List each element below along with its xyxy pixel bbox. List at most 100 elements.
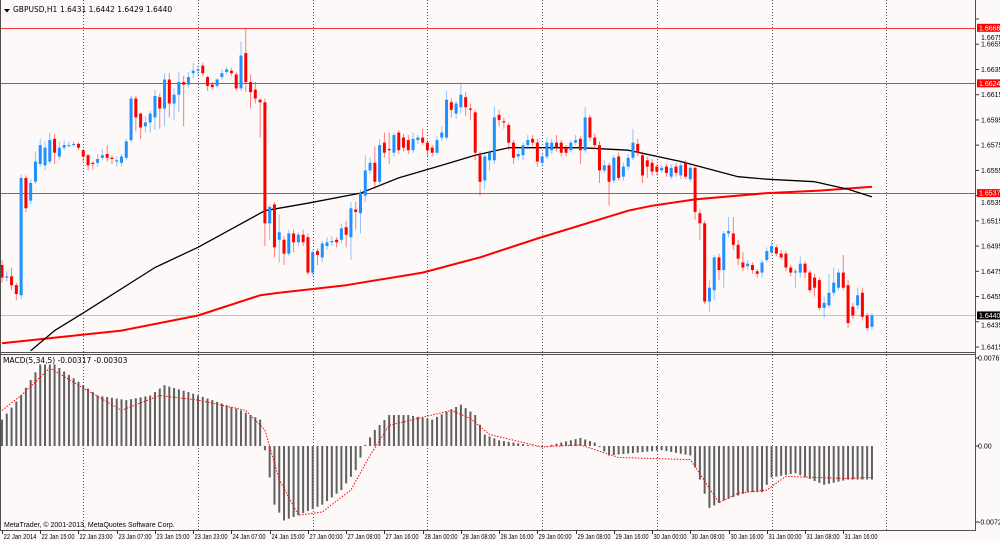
candle-body [186,77,190,85]
candle-body [48,140,52,162]
candle [669,164,673,180]
macd-histogram-bar [345,446,348,484]
candle-body [249,82,253,93]
time-tick-label: 31 Jan 00:00 [769,534,802,541]
candle-body [722,233,726,271]
candle-body [277,232,281,240]
candle-body [81,150,85,157]
candle [0,259,4,283]
candle [540,153,544,167]
candle [478,151,482,196]
candle-body [430,147,434,153]
candle-body [0,264,4,278]
candle [244,27,248,93]
candle [387,132,391,165]
candle [445,90,449,141]
macd-histogram-bar [598,446,601,448]
candle-body [397,132,401,151]
ohlc-label: 1.6431 1.6442 1.6429 1.6440 [60,5,172,14]
macd-histogram-bar [579,437,582,446]
candle [679,161,683,180]
candle [435,136,439,156]
macd-histogram-bar [593,442,596,446]
candle-body [234,74,238,89]
candle [650,159,654,176]
macd-histogram-bar [660,446,663,451]
macd-histogram-bar [837,446,840,482]
macd-histogram-bar [153,392,156,446]
candle [368,157,372,175]
macd-histogram-bar [679,446,682,454]
macd-signal-line [1,367,873,516]
ma-slow-line [1,185,873,345]
price-tick-label: 1.6575 [981,143,1000,150]
candle-body [684,162,688,177]
candle-body [741,262,745,268]
macd-histogram-bar [359,446,362,458]
macd-histogram-bar [53,364,56,446]
candle-body [253,89,257,99]
macd-histogram-bar [24,387,27,446]
candle [731,217,735,250]
candle [96,153,100,167]
time-axis[interactable]: 22 Jan 2014 22 Jan 15:00 22 Jan 23:00 23 Ja… [2,530,878,541]
panel-frame [0,0,976,531]
candle [574,135,578,146]
candle [645,156,649,178]
candle [746,259,750,271]
candle-body [105,153,109,158]
candle [770,241,774,255]
candle [664,164,668,177]
candle [186,71,190,89]
macd-histogram-bar [517,443,520,446]
candle-body [440,132,444,138]
candle [124,138,128,161]
candle [488,150,492,171]
candle [53,133,57,165]
macd-histogram-bar [603,446,606,452]
macd-histogram-bar [335,446,338,494]
candle [411,132,415,153]
horizontal-levels[interactable] [0,28,976,316]
macd-histogram-bar [412,415,415,446]
macd-histogram-bar [435,416,438,446]
macd-histogram-bar [149,395,152,446]
bid-price-tag [977,311,1000,320]
candle [631,128,635,161]
macd-histogram-bar [631,446,634,454]
price-tick-label: 1.6595 [981,117,1000,124]
macd-histogram-bar [67,374,70,446]
candle-body [803,263,807,273]
candle-body [91,162,95,165]
candle [621,162,625,181]
candle [382,132,386,158]
candle [707,280,711,312]
candle-body [287,233,291,254]
candle [693,165,697,220]
candle-body [545,142,549,157]
candle [856,287,860,310]
candle [220,69,224,80]
candle-body [330,241,334,243]
candle-body [315,251,319,255]
candle-body [645,160,649,167]
macd-histogram-bar [168,386,171,446]
candle-body [229,70,233,74]
candle [29,179,33,205]
candle [550,138,554,154]
candle-body [301,234,305,243]
candle [76,142,80,151]
candle [459,83,463,114]
price-axis[interactable]: 1.66751.6655 1.6635 1.6615 1.6595 1.6575 1.65… [976,18,1000,527]
candle-body [865,315,869,329]
macd-histogram-bar [230,406,233,446]
time-tick-label: 23 Jan 07:00 [119,534,152,541]
macd-histogram-bar [58,367,61,446]
triangle-down-icon[interactable] [4,9,10,13]
candle [846,280,850,329]
time-tick-label: 22 Jan 23:00 [80,534,113,541]
candle [139,112,143,139]
macd-histogram-bar [498,440,501,446]
macd-histogram-bar [63,371,66,446]
